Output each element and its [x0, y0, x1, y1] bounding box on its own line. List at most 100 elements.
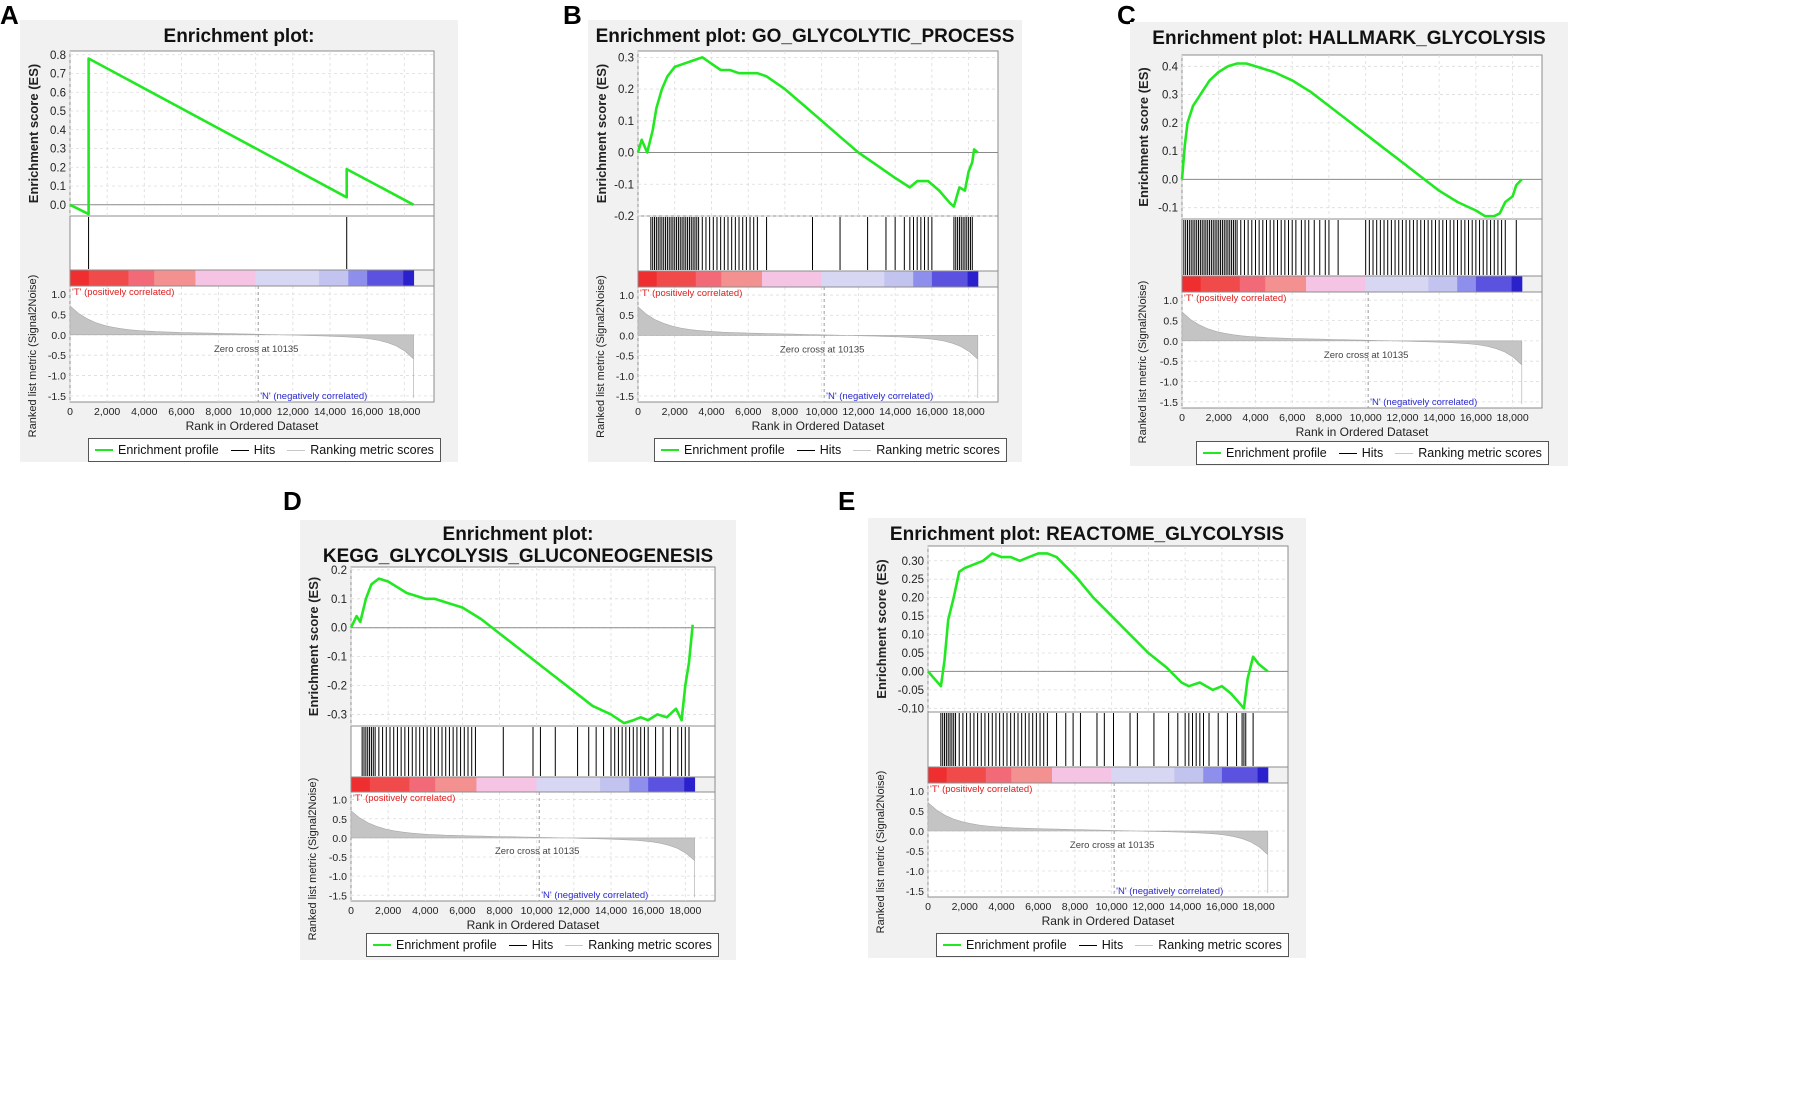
legend-item-ranking: Ranking metric scores: [287, 443, 434, 457]
legend-profile-label: Enrichment profile: [396, 938, 497, 952]
negative-label: 'N' (negatively correlated): [1116, 886, 1223, 897]
x-tick-label: 10,000: [240, 406, 272, 418]
heat-segment: [348, 270, 368, 286]
es-ytick-label: -0.10: [898, 703, 924, 715]
es-ytick-label: 0.6: [50, 87, 66, 99]
metric-ytick-label: -0.5: [48, 350, 66, 362]
heat-bar-border: [69, 269, 435, 287]
legend-item-profile: Enrichment profile: [661, 443, 785, 457]
ranking-metric-area: [637, 306, 979, 398]
metric-ytick-label: 1.0: [332, 795, 347, 807]
x-tick-label: 18,000: [1243, 901, 1275, 913]
es-plot-area: [927, 545, 1289, 713]
metric-ytick-label: 0.5: [909, 806, 924, 818]
panel-title: Enrichment plot: GO_GLYCOLYTIC_PROCESS: [588, 24, 1022, 49]
heat-segment: [403, 270, 415, 286]
ranking-metric-area: [927, 801, 1269, 893]
legend-ranking-label: Ranking metric scores: [1418, 446, 1542, 460]
legend-ranking-label: Ranking metric scores: [588, 938, 712, 952]
ranking-metric-area: [69, 305, 414, 398]
enrichment-profile-line: [927, 552, 1269, 710]
metric-ytick-label: 0.0: [332, 833, 347, 845]
metric-ytick-label: -1.0: [616, 371, 634, 383]
x-tick-label: 10,000: [806, 406, 838, 418]
heat-segment: [536, 777, 601, 792]
x-tick-label: 0: [635, 406, 641, 418]
chart-legend: Enrichment profile Hits Ranking metric s…: [1196, 441, 1549, 465]
heat-segment: [931, 271, 969, 287]
heat-segment: [946, 767, 987, 783]
x-axis-label: Rank in Ordered Dataset: [186, 419, 319, 433]
heat-segment: [154, 270, 196, 286]
es-ytick-label: 0.5: [50, 106, 66, 118]
legend-hits-label: Hits: [531, 938, 554, 952]
x-tick-label: 14,000: [314, 406, 346, 418]
enrichment-chart-b: 0.3 0.2 0.1 0.0 -0.1 -0.2 Enrichment score (ES…: [594, 50, 999, 438]
es-ytick-label: -0.1: [327, 652, 347, 664]
title-line: Enrichment plot: REACTOME_GLYCOLYSIS: [889, 524, 1285, 545]
metric-ytick-label: -0.5: [616, 351, 634, 363]
metric-ytick-label: -0.5: [329, 852, 347, 864]
x-axis-label: Rank in Ordered Dataset: [467, 918, 600, 932]
heat-segment: [88, 270, 129, 286]
heat-segment: [684, 777, 696, 792]
heat-segment: [721, 271, 763, 287]
heat-segment: [1306, 276, 1366, 292]
x-tick-label: 8,000: [205, 406, 231, 418]
hits-swatch: [508, 944, 527, 946]
legend-item-ranking: Ranking metric scores: [565, 938, 712, 952]
metric-axis-label: Ranked list metric (Signal2Noise): [1137, 281, 1149, 444]
heat-segment: [195, 270, 257, 286]
x-tick-label: 16,000: [916, 406, 948, 418]
metric-axis-label: Ranked list metric (Signal2Noise): [875, 771, 887, 934]
es-ytick-label: 0.00: [902, 666, 924, 678]
heat-segment: [1257, 767, 1269, 783]
x-tick-label: 12,000: [1132, 901, 1164, 913]
x-tick-label: 4,000: [698, 406, 724, 418]
x-tick-label: 8,000: [1316, 412, 1342, 424]
heat-segment: [1182, 276, 1202, 292]
metric-ytick-label: -1.0: [329, 871, 347, 883]
metric-ytick-label: -0.5: [906, 846, 924, 858]
legend-ranking-label: Ranking metric scores: [310, 443, 434, 457]
es-ytick-label: 0.2: [50, 162, 66, 174]
es-ytick-label: 0.4: [1162, 61, 1179, 73]
x-tick-label: 0: [925, 901, 931, 913]
x-tick-label: 16,000: [1460, 412, 1492, 424]
legend-hits-label: Hits: [819, 443, 842, 457]
x-tick-label: 0: [348, 905, 354, 917]
x-tick-label: 14,000: [1423, 412, 1455, 424]
x-tick-label: 12,000: [558, 905, 590, 917]
hits-swatch: [230, 449, 249, 451]
legend-hits-label: Hits: [1361, 446, 1384, 460]
metric-axis-label: Ranked list metric (Signal2Noise): [595, 275, 607, 438]
es-ytick-label: 0.0: [1162, 174, 1178, 186]
es-plot-area: [69, 50, 435, 217]
zero-cross-label: Zero cross at 10135: [1324, 350, 1409, 361]
metric-ytick-label: -1.0: [906, 866, 924, 878]
positive-label: 'T' (positively correlated): [353, 793, 455, 804]
chart-legend: Enrichment profile Hits Ranking metric s…: [654, 438, 1007, 462]
heat-segment: [638, 271, 658, 287]
es-ytick-label: 0.3: [50, 144, 66, 156]
metric-ytick-label: -1.5: [906, 886, 924, 898]
heat-segment: [695, 271, 722, 287]
metric-ytick-label: -1.5: [616, 391, 634, 403]
x-axis-label: Rank in Ordered Dataset: [1296, 425, 1429, 439]
legend-item-hits: Hits: [1338, 446, 1384, 460]
x-tick-label: 14,000: [879, 406, 911, 418]
metric-ytick-label: 0.5: [1163, 315, 1178, 327]
positive-label: 'T' (positively correlated): [930, 784, 1032, 795]
heat-segment: [985, 767, 1012, 783]
title-line: KEGG_GLYCOLYSIS_GLUCONEOGENESIS: [322, 546, 714, 567]
es-ytick-label: 0.25: [902, 574, 924, 586]
es-ytick-label: 0.10: [902, 630, 924, 642]
es-ytick-label: 0.0: [331, 623, 347, 635]
heat-segment: [821, 271, 885, 287]
es-ytick-label: 0.15: [902, 611, 924, 623]
x-tick-label: 16,000: [632, 905, 664, 917]
metric-ytick-label: -0.5: [1160, 356, 1178, 368]
x-tick-label: 0: [67, 406, 73, 418]
heat-segment: [255, 270, 320, 286]
x-tick-label: 2,000: [952, 901, 978, 913]
